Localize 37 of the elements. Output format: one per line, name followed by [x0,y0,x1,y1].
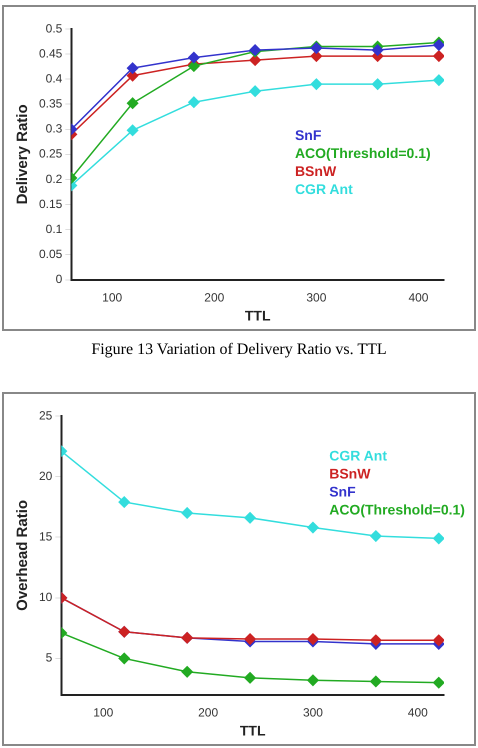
x-tick-label: 300 [302,705,324,720]
text: CGR Ant [329,447,388,464]
text: ACO(Threshold=0.1) [329,501,465,518]
x-tick-label: 300 [306,290,327,304]
y-tick-label: 10 [38,590,53,604]
y-tick-label: 0 [56,272,63,286]
x-axis-title: TTL [240,722,266,738]
x-tick-label: 100 [102,290,123,304]
y-tick-label: 0.35 [38,96,63,111]
y-tick-label: 25 [38,408,53,422]
text: CGR Ant [294,181,354,198]
y-axis-title: Overhead Ratio [14,500,32,611]
x-tick-label: 100 [93,705,114,720]
y-tick-label: 20 [38,468,53,483]
y-tick-label: 0.5 [46,21,63,36]
x-axis-title: TTL [244,307,271,324]
text: SnF [294,127,322,144]
y-tick-label: 0.4 [46,71,63,86]
text: ACO(Threshold=0.1) [294,145,431,162]
y-tick-label: 0.15 [38,196,63,211]
y-tick-label: 0.45 [38,46,63,60]
y-tick-label: 0.3 [46,122,63,136]
x-tick-label: 200 [198,705,218,720]
y-tick-label: 5 [46,650,53,665]
text: BSnW [294,163,337,180]
y-axis-title: Delivery Ratio [14,104,32,204]
caption: Figure 13 Variation of Delivery Ratio vs. TTL [90,341,388,359]
text: SnF [329,483,356,500]
x-tick-label: 200 [204,290,225,304]
y-tick-label: 15 [38,530,53,544]
y-tick-label: 0.25 [38,146,63,161]
x-tick-label: 400 [408,705,428,720]
y-tick-label: 0.05 [38,247,63,262]
x-tick-label: 400 [408,290,429,304]
y-tick-label: 0.1 [46,222,63,236]
y-tick-label: 0.2 [46,172,63,186]
text: BSnW [329,465,372,482]
